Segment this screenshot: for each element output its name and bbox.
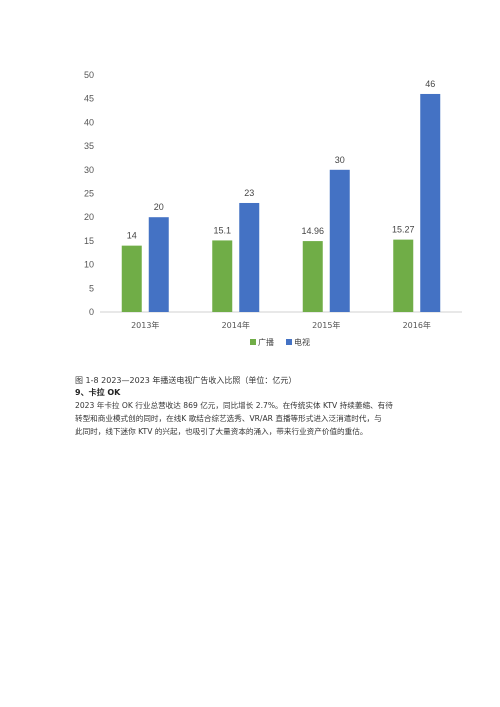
data-label: 23	[244, 188, 254, 198]
legend-label: 广播	[258, 337, 274, 347]
bar-radio	[393, 239, 414, 312]
data-label: 14	[127, 231, 137, 241]
x-tick-label: 2014年	[222, 320, 250, 330]
y-tick-label: 45	[84, 94, 94, 104]
x-tick-label: 2016年	[403, 320, 431, 330]
bar-tv	[420, 93, 441, 313]
y-tick-label: 40	[84, 117, 94, 127]
section-heading: 9、卡拉 OK	[75, 388, 121, 397]
bar-tv	[148, 217, 169, 312]
data-label: 15.27	[392, 225, 415, 235]
data-label: 46	[425, 79, 435, 89]
bar-tv	[329, 169, 350, 312]
y-tick-label: 0	[89, 307, 94, 317]
y-tick-label: 10	[84, 260, 94, 270]
y-tick-label: 50	[84, 70, 94, 80]
legend-swatch	[250, 339, 256, 345]
data-label: 20	[154, 202, 164, 212]
paragraph-line: 此同时，线下迷你 KTV 的兴起，也吸引了大量资本的涌入，带来行业资产价值的重估…	[75, 427, 368, 436]
y-tick-label: 5	[89, 283, 94, 293]
data-label: 14.96	[301, 226, 324, 236]
figure-caption: 图 1-8 2023—2023 年播送电视广告收入比照（单位：亿元）	[75, 376, 297, 385]
x-tick-label: 2013年	[131, 320, 159, 330]
legend-label: 电视	[294, 337, 310, 347]
bar-radio	[212, 240, 233, 312]
y-tick-label: 35	[84, 141, 94, 151]
x-tick-label: 2015年	[312, 320, 340, 330]
y-tick-label: 30	[84, 165, 94, 175]
y-tick-label: 25	[84, 189, 94, 199]
y-tick-label: 15	[84, 236, 94, 246]
bar-radio	[302, 241, 323, 312]
bar-radio	[121, 245, 142, 312]
y-tick-label: 20	[84, 212, 94, 222]
paragraph-line: 2023 年卡拉 OK 行业总营收达 869 亿元，同比增长 2.7%。在传统实…	[75, 401, 393, 410]
bar-tv	[239, 202, 260, 312]
data-label: 30	[335, 155, 345, 165]
bar-chart: 0 5 10 15 20 25 30 35 40 45 50 14 20 2013年 15.1 23 2014年…	[84, 70, 462, 347]
legend-swatch	[286, 339, 292, 345]
paragraph-line: 转型和商业模式创的同时，在线K 歌结合综艺选秀、VR/AR 直播等形式进入泛消遣…	[75, 414, 382, 423]
data-label: 15.1	[213, 225, 231, 235]
